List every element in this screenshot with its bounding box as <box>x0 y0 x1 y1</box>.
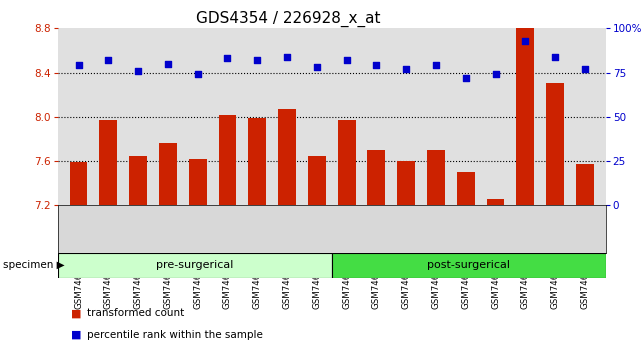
Text: ■: ■ <box>71 308 81 318</box>
Point <box>461 75 471 81</box>
Point <box>550 54 560 59</box>
Point <box>579 66 590 72</box>
Bar <box>248 118 266 205</box>
Point <box>252 57 262 63</box>
Bar <box>427 150 445 205</box>
Point <box>282 54 292 59</box>
Bar <box>487 199 504 205</box>
Point <box>401 66 412 72</box>
Text: percentile rank within the sample: percentile rank within the sample <box>87 330 262 339</box>
Bar <box>457 172 475 205</box>
Point <box>520 38 531 44</box>
Point <box>74 63 84 68</box>
Text: pre-surgerical: pre-surgerical <box>156 261 233 270</box>
Text: transformed count: transformed count <box>87 308 184 318</box>
Bar <box>546 82 564 205</box>
Point <box>371 63 381 68</box>
Point <box>342 57 352 63</box>
Point <box>133 68 143 74</box>
Point <box>312 64 322 70</box>
Point <box>222 56 233 61</box>
Bar <box>576 164 594 205</box>
Bar <box>397 161 415 205</box>
Bar <box>70 162 87 205</box>
Text: GDS4354 / 226928_x_at: GDS4354 / 226928_x_at <box>196 11 381 27</box>
Point <box>490 72 501 77</box>
Point <box>103 57 113 63</box>
Bar <box>99 120 117 205</box>
Text: specimen ▶: specimen ▶ <box>3 260 65 270</box>
Point <box>163 61 173 67</box>
Bar <box>338 120 356 205</box>
Bar <box>159 143 177 205</box>
Text: ■: ■ <box>71 330 81 339</box>
Text: post-surgerical: post-surgerical <box>428 261 510 270</box>
Bar <box>129 155 147 205</box>
Bar <box>332 253 606 278</box>
Bar <box>58 253 332 278</box>
Bar <box>308 155 326 205</box>
Point <box>431 63 441 68</box>
Bar <box>278 109 296 205</box>
Point <box>192 72 203 77</box>
Bar <box>219 115 237 205</box>
Bar <box>517 21 534 205</box>
Bar <box>367 150 385 205</box>
Bar <box>188 159 206 205</box>
